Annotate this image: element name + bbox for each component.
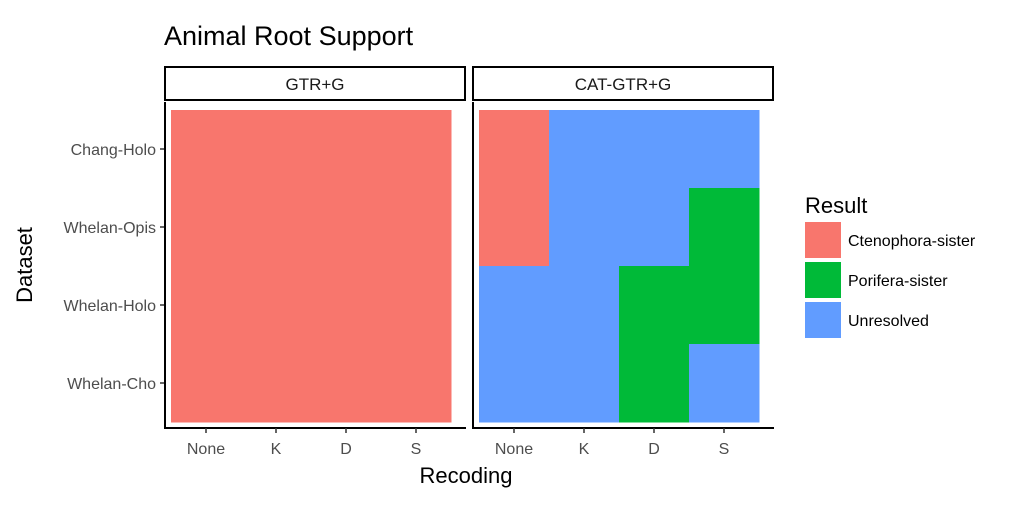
heatmap-cell [619,188,690,267]
heatmap-cell [619,344,690,423]
legend-swatch [805,222,841,258]
legend-label: Porifera-sister [848,273,948,290]
x-tick-label: None [187,441,225,458]
facet-strip-label: CAT-GTR+G [575,75,672,94]
heatmap-cell [171,110,242,189]
heatmap-cell [549,110,620,189]
heatmap-cell [241,344,312,423]
legend: Result Ctenophora-sister Porifera-sister U… [805,193,976,338]
heatmap-cell [689,344,760,423]
x-tick-label: D [648,441,660,458]
heatmap-cell [479,266,550,345]
heatmap-cell [619,266,690,345]
legend-title: Result [805,193,867,218]
heatmap-cell [549,266,620,345]
legend-swatch [805,262,841,298]
legend-label: Ctenophora-sister [848,233,976,250]
x-tick-label: K [579,441,590,458]
heatmap-cell [311,188,382,267]
y-tick-label: Chang-Holo [71,142,156,159]
legend-label: Unresolved [848,313,929,330]
facet-strip-box [472,66,774,101]
heatmap-cell [479,344,550,423]
x-axis-title: Recoding [420,463,513,488]
facets-layer: GTR+G None K D S Chang-Holo Whelan-Opis Whelan-… [64,66,774,458]
y-tick-label: Whelan-Opis [64,220,156,237]
heatmap-cell [311,344,382,423]
chart-title: Animal Root Support [164,21,414,51]
facet-strip-box [164,66,466,101]
heatmap-cell [479,110,550,189]
heatmap-cell [381,110,452,189]
heatmap-cell [689,188,760,267]
heatmap-cell [171,266,242,345]
heatmap-cell [381,188,452,267]
facet-panel: CAT-GTR+G None K D S [472,66,774,458]
y-tick-label: Whelan-Holo [64,298,157,315]
heatmap-cell [311,266,382,345]
heatmap-cell [241,188,312,267]
x-tick-label: S [719,441,730,458]
heatmap-cell [241,266,312,345]
heatmap-cell [381,266,452,345]
facet-panel: GTR+G None K D S Chang-Holo Whelan-Opis Whelan-… [64,66,466,458]
legend-swatch [805,302,841,338]
y-tick-label: Whelan-Cho [67,376,156,393]
heatmap-cell [171,344,242,423]
heatmap-cell [619,110,690,189]
heatmap-cell [689,266,760,345]
y-axis-title: Dataset [12,227,37,303]
x-tick-label: K [271,441,282,458]
x-tick-label: None [495,441,533,458]
heatmap-cell [479,188,550,267]
heatmap-cell [549,344,620,423]
heatmap-cell [171,188,242,267]
heatmap-cell [381,344,452,423]
heatmap-cell [241,110,312,189]
x-tick-label: S [411,441,422,458]
heatmap-cell [689,110,760,189]
heatmap-cell [311,110,382,189]
x-tick-label: D [340,441,352,458]
facet-strip-label: GTR+G [285,75,344,94]
heatmap-cell [549,188,620,267]
